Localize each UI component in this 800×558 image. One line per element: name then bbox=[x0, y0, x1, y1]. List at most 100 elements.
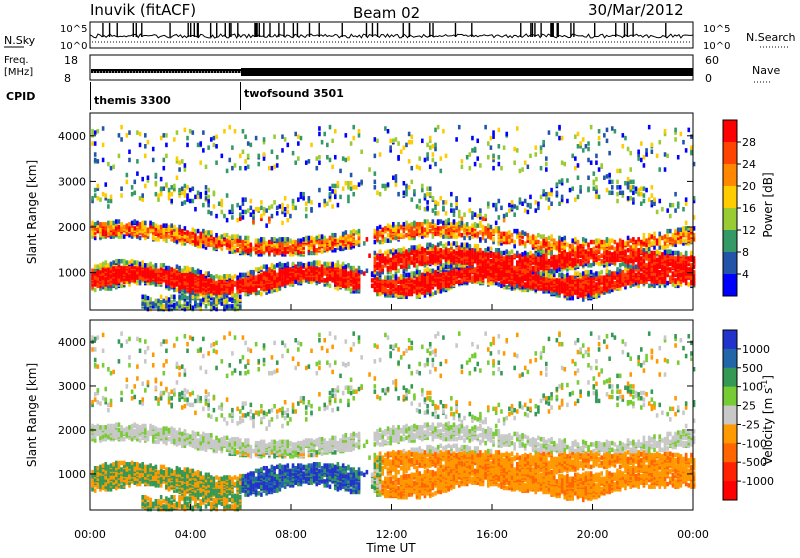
power-cell bbox=[170, 185, 173, 190]
power-cell bbox=[376, 253, 379, 258]
power-cell bbox=[184, 289, 187, 294]
power-cell bbox=[484, 125, 487, 129]
power-cell bbox=[176, 301, 179, 306]
power-cell bbox=[94, 188, 97, 193]
power-cell bbox=[455, 234, 458, 239]
power-cell bbox=[197, 241, 200, 246]
power-cell bbox=[490, 259, 493, 264]
power-cell bbox=[97, 270, 100, 275]
power-cell bbox=[410, 180, 413, 185]
power-cell bbox=[294, 160, 297, 165]
power-cell bbox=[395, 137, 398, 142]
power-cell bbox=[582, 148, 585, 153]
power-cell bbox=[205, 240, 208, 245]
power-cell bbox=[513, 244, 516, 249]
power-cell bbox=[445, 211, 448, 216]
power-cell bbox=[170, 295, 173, 300]
power-cell bbox=[534, 236, 537, 241]
power-cell bbox=[152, 264, 155, 269]
power-cell bbox=[421, 222, 424, 227]
power-cell bbox=[455, 206, 458, 211]
power-cell bbox=[490, 145, 493, 150]
power-cell bbox=[579, 244, 582, 249]
power-cell bbox=[408, 185, 411, 190]
power-cell bbox=[147, 227, 150, 232]
power-cell bbox=[215, 160, 218, 165]
power-cell bbox=[450, 192, 453, 197]
power-cell bbox=[511, 255, 514, 260]
power-cell bbox=[408, 140, 411, 145]
power-cell bbox=[498, 162, 501, 167]
power-cell bbox=[577, 288, 580, 293]
power-cell bbox=[152, 147, 155, 152]
power-cell bbox=[118, 133, 121, 138]
power-cell bbox=[218, 275, 221, 280]
power-cell bbox=[107, 204, 110, 209]
power-cell bbox=[432, 208, 435, 213]
power-cell bbox=[437, 125, 440, 129]
power-cell bbox=[463, 227, 466, 232]
power-cell bbox=[374, 185, 377, 190]
power-cell bbox=[439, 241, 442, 246]
power-cell bbox=[149, 221, 152, 226]
power-cell bbox=[215, 299, 218, 304]
power-cell bbox=[139, 236, 142, 241]
power-cell bbox=[389, 275, 392, 280]
power-cell bbox=[292, 206, 295, 211]
power-cell bbox=[571, 186, 574, 191]
power-cell bbox=[118, 219, 121, 224]
power-cell bbox=[268, 217, 271, 222]
power-cell bbox=[437, 226, 440, 231]
power-cell bbox=[392, 227, 395, 232]
power-cell bbox=[326, 238, 329, 243]
power-cell bbox=[350, 141, 353, 146]
power-cell bbox=[213, 297, 216, 302]
power-cell bbox=[374, 256, 377, 261]
power-cell bbox=[228, 290, 231, 295]
power-cell bbox=[194, 229, 197, 234]
power-cell bbox=[379, 225, 382, 230]
power-cell bbox=[326, 155, 329, 160]
power-cell bbox=[162, 223, 165, 228]
power-cell bbox=[466, 222, 469, 227]
power-cell bbox=[279, 237, 282, 242]
power-cell bbox=[234, 234, 237, 239]
power-cell bbox=[331, 233, 334, 238]
power-cell bbox=[534, 145, 537, 150]
power-cell bbox=[563, 245, 566, 250]
power-cell bbox=[376, 191, 379, 196]
power-cell bbox=[384, 237, 387, 242]
power-cell bbox=[250, 274, 253, 279]
power-cell bbox=[405, 278, 408, 283]
power-cell bbox=[207, 210, 210, 215]
power-cell bbox=[289, 267, 292, 272]
power-cell bbox=[545, 156, 548, 161]
power-cell bbox=[97, 196, 100, 201]
power-cell bbox=[445, 243, 448, 248]
power-cell bbox=[442, 271, 445, 276]
power-cell bbox=[94, 193, 97, 198]
power-cell bbox=[447, 260, 450, 265]
power-cell bbox=[139, 271, 142, 276]
power-cell bbox=[374, 154, 377, 159]
power-cell bbox=[144, 184, 147, 189]
power-cell bbox=[136, 260, 139, 265]
power-cell bbox=[450, 222, 453, 227]
power-cell bbox=[469, 208, 472, 213]
power-cell bbox=[432, 292, 435, 297]
power-cell bbox=[244, 292, 247, 297]
power-cell bbox=[458, 226, 461, 231]
power-cell bbox=[558, 125, 561, 129]
power-cell bbox=[310, 236, 313, 241]
power-cell bbox=[403, 284, 406, 289]
power-cell bbox=[244, 197, 247, 202]
power-cell bbox=[418, 244, 421, 249]
power-cell bbox=[395, 249, 398, 254]
power-cell bbox=[358, 133, 361, 138]
power-cell bbox=[284, 196, 287, 201]
power-cell bbox=[548, 197, 551, 202]
power-cell bbox=[286, 210, 289, 215]
power-cell bbox=[123, 234, 126, 239]
power-cell bbox=[513, 204, 516, 209]
power-cell bbox=[587, 147, 590, 152]
